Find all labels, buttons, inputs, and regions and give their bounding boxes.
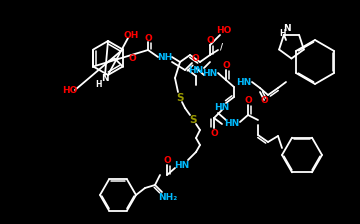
Text: HO: HO [216, 26, 232, 34]
Text: HN: HN [214, 103, 230, 112]
Text: S: S [176, 93, 184, 103]
Text: O: O [144, 34, 152, 43]
Text: /: / [220, 43, 224, 52]
Text: OH: OH [123, 30, 139, 39]
Text: HN: HN [224, 118, 240, 127]
Text: HO: HO [62, 86, 77, 95]
Text: HN: HN [174, 161, 190, 170]
Text: H: H [95, 80, 101, 88]
Text: O: O [128, 54, 136, 62]
Text: HN: HN [188, 65, 204, 75]
Text: O: O [191, 54, 199, 62]
Text: O: O [163, 155, 171, 164]
Text: O: O [206, 35, 214, 45]
Text: NH: NH [157, 52, 173, 62]
Text: N: N [101, 73, 109, 82]
Text: HN: HN [202, 69, 218, 78]
Text: O: O [260, 95, 268, 105]
Text: H: H [280, 28, 286, 37]
Text: O: O [244, 95, 252, 105]
Text: O: O [222, 60, 230, 69]
Text: HN: HN [237, 78, 252, 86]
Text: N: N [283, 24, 291, 32]
Text: S: S [189, 115, 197, 125]
Text: O: O [210, 129, 218, 138]
Text: NH₂: NH₂ [158, 192, 177, 202]
